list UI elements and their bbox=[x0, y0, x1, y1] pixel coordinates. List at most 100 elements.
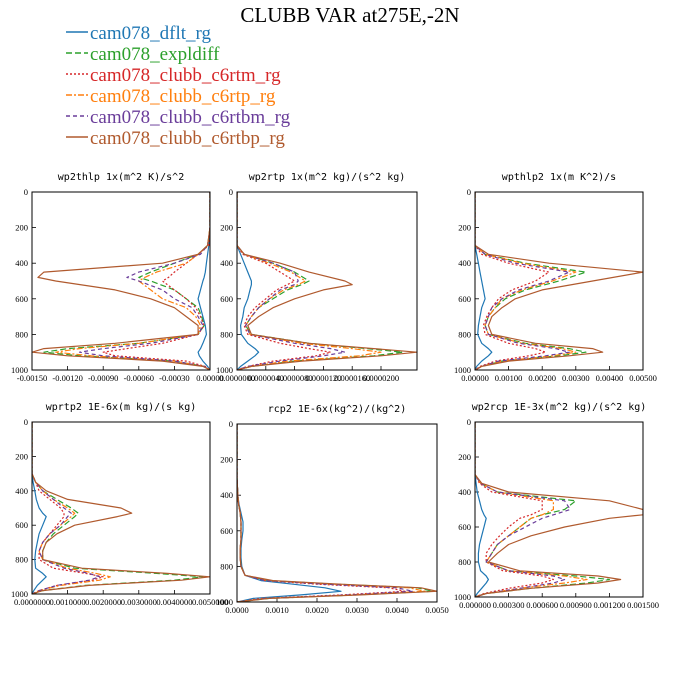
panel-1-title: wp2thlp 1x(m^2 K)/s^2 bbox=[58, 172, 184, 183]
panel-1-series bbox=[32, 192, 210, 370]
panel-4-line-cam078-clubb-c6rtm-rg bbox=[32, 422, 104, 594]
panel-6-xtick-label: 0.000900 bbox=[560, 600, 592, 610]
panel-3-ytick-label: 600 bbox=[458, 294, 471, 304]
panel-2-line-cam078-clubb-c6rtbp-rg bbox=[237, 192, 417, 370]
panel-3-ytick-label: 0 bbox=[467, 187, 471, 197]
panel-6-series bbox=[475, 422, 643, 597]
panel-1-ytick-label: 600 bbox=[15, 294, 28, 304]
legend-label-cam078-clubb-c6rtm-rg: cam078_clubb_c6rtm_rg bbox=[90, 65, 281, 86]
panel-3: wpthlp2 1x(m K^2)/s020040060080010000.00… bbox=[454, 172, 657, 383]
panel-6-ytick-label: 1000 bbox=[454, 592, 471, 602]
panel-6-line-cam078-clubb-c6rtp-rg bbox=[475, 422, 588, 597]
panel-6-ytick-label: 800 bbox=[458, 557, 471, 567]
panel-4-xtick-label: 0.0020000 bbox=[85, 597, 121, 607]
panel-5-line-cam078-clubb-c6rtp-rg bbox=[237, 424, 426, 602]
panel-4-ytick-label: 600 bbox=[15, 520, 28, 530]
panel-2-ytick-label: 800 bbox=[220, 329, 233, 339]
panel-4-xtick-label: 0.0030000 bbox=[121, 597, 157, 607]
panel-1-ytick-label: 0 bbox=[24, 187, 28, 197]
panel-6-ytick-label: 600 bbox=[458, 522, 471, 532]
panel-3-line-cam078-clubb-c6rtbm-rg bbox=[475, 192, 570, 370]
panel-2-xtick-label: 0.0000200 bbox=[363, 373, 399, 383]
panel-5-ytick-label: 200 bbox=[220, 455, 233, 465]
panel-5: rcp2 1E-6x(kg^2)/(kg^2) 0 200 400 600 800 1000… bbox=[216, 404, 449, 615]
panel-3-xtick-label: 0.00100 bbox=[495, 373, 523, 383]
panel-5-line-cam078-clubb-c6rtm-rg bbox=[237, 424, 406, 602]
panel-6-line-cam078-dflt-rg bbox=[475, 422, 489, 597]
legend-label-cam078-dflt-rg: cam078_dflt_rg bbox=[90, 23, 212, 44]
panel-4-frame bbox=[31, 421, 211, 595]
panel-1-xtick-label: -0.00030 bbox=[159, 373, 189, 383]
panel-4-ytick-label: 200 bbox=[15, 451, 28, 461]
panel-3-ytick-label: 1000 bbox=[454, 365, 471, 375]
legend-label-cam078-clubb-c6rtp-rg: cam078_clubb_c6rtp_rg bbox=[90, 86, 276, 107]
panel-1-xtick-label: -0.00060 bbox=[124, 373, 154, 383]
panel-4-xtick-label: 0.0050000 bbox=[192, 597, 228, 607]
panel-2-line-cam078-clubb-c6rtp-rg bbox=[237, 192, 382, 370]
panel-3-frame bbox=[474, 191, 644, 371]
panel-3-line-cam078-clubb-c6rtp-rg bbox=[475, 192, 577, 370]
panel-3-series bbox=[475, 192, 643, 370]
panel-2-line-cam078-expldiff bbox=[237, 192, 404, 370]
panel-6-line-cam078-clubb-c6rtbp-rg bbox=[475, 422, 643, 597]
panel-2-ytick-label: 600 bbox=[220, 294, 233, 304]
panel-1-ytick-label: 400 bbox=[15, 258, 28, 268]
panel-6-xtick-label: 0.001500 bbox=[627, 600, 659, 610]
panel-2-ytick-label: 200 bbox=[220, 223, 233, 233]
panel-1-ytick-label: 800 bbox=[15, 329, 28, 339]
figure-title: CLUBB VAR at275E,-2N bbox=[240, 3, 459, 27]
legend-label-cam078-expldiff: cam078_expldiff bbox=[90, 44, 220, 65]
panel-6-xtick-label: 0.000600 bbox=[526, 600, 558, 610]
panel-4-xtick-label: 0.0040000 bbox=[156, 597, 192, 607]
panel-4: wprtp2 1E-6x(m kg)/(s kg) 0 200 400 600 800 10… bbox=[11, 402, 228, 607]
panel-4-ytick-label: 400 bbox=[15, 486, 28, 496]
panel-4-xtick-label: 0.0010000 bbox=[50, 597, 86, 607]
panel-5-xtick-label: 0.0000 bbox=[225, 605, 248, 615]
panel-5-ytick-label: 600 bbox=[220, 526, 233, 536]
panel-1: wp2thlp 1x(m^2 K)/s^202004006008001000-0… bbox=[11, 172, 224, 383]
panel-3-xtick-label: 0.00500 bbox=[629, 373, 657, 383]
panel-5-line-cam078-dflt-rg bbox=[237, 424, 342, 602]
panel-4-ytick-label: 1000 bbox=[11, 589, 28, 599]
legend-label-cam078-clubb-c6rtbp-rg: cam078_clubb_c6rtbp_rg bbox=[90, 128, 285, 149]
panel-6-frame bbox=[474, 421, 644, 598]
panel-3-xtick-label: 0.00400 bbox=[596, 373, 624, 383]
panel-5-frame bbox=[236, 423, 438, 603]
panel-2-frame bbox=[236, 191, 418, 371]
panel-5-ytick-label: 400 bbox=[220, 490, 233, 500]
panel-2-ytick-label: 1000 bbox=[216, 365, 233, 375]
panel-4-line-cam078-clubb-c6rtbp-rg bbox=[32, 422, 210, 594]
panels: wp2thlp 1x(m^2 K)/s^2 0 200 400 600 800 1000 -0… bbox=[11, 172, 659, 615]
panel-1-frame bbox=[31, 191, 211, 371]
panel-6-ytick-label: 400 bbox=[458, 487, 471, 497]
panel-3-ytick-label: 200 bbox=[458, 223, 471, 233]
panel-5-ytick-label: 800 bbox=[220, 561, 233, 571]
panel-1-xtick-label: -0.00120 bbox=[52, 373, 82, 383]
panel-6-xtick-label: 0.000300 bbox=[493, 600, 525, 610]
panel-6-xtick-label: 0.000000 bbox=[459, 600, 491, 610]
legend: cam078_dflt_rgcam078_expldiffcam078_club… bbox=[66, 23, 291, 149]
panel-2-line-cam078-dflt-rg bbox=[237, 192, 260, 370]
panel-5-series bbox=[237, 424, 437, 602]
panel-5-line-cam078-expldiff bbox=[237, 424, 434, 602]
panel-4-ytick-label: 0 bbox=[24, 417, 28, 427]
panel-5-xtick-label: 0.0010 bbox=[265, 605, 288, 615]
panel-3-line-cam078-clubb-c6rtbp-rg bbox=[475, 192, 643, 370]
panel-3-ytick-label: 400 bbox=[458, 258, 471, 268]
panel-1-line-cam078-expldiff bbox=[43, 192, 210, 370]
panel-3-xtick-label: 0.00200 bbox=[528, 373, 556, 383]
panel-5-xtick-label: 0.0020 bbox=[305, 605, 328, 615]
panel-2-line-cam078-clubb-c6rtm-rg bbox=[237, 192, 332, 370]
panel-4-ytick-label: 800 bbox=[15, 555, 28, 565]
panel-2-xtick-label: 0.0000080 bbox=[277, 373, 313, 383]
panel-2-series bbox=[237, 192, 417, 370]
panel-5-xtick-label: 0.0050 bbox=[425, 605, 448, 615]
panel-2-line-cam078-clubb-c6rtbm-rg bbox=[237, 192, 346, 370]
panel-4-series bbox=[32, 422, 210, 594]
panel-4-line-cam078-clubb-c6rtp-rg bbox=[32, 422, 111, 594]
panel-2: wp2rtp 1x(m^2 kg)/(s^2 kg) 0 200 400 600 800 1… bbox=[216, 172, 418, 383]
panel-5-title: rcp2 1E-6x(kg^2)/(kg^2) bbox=[268, 404, 406, 415]
panel-6-ytick-label: 200 bbox=[458, 452, 471, 462]
panel-2-xtick-label: 0.0000040 bbox=[248, 373, 284, 383]
panel-3-xtick-label: 0.00300 bbox=[562, 373, 590, 383]
